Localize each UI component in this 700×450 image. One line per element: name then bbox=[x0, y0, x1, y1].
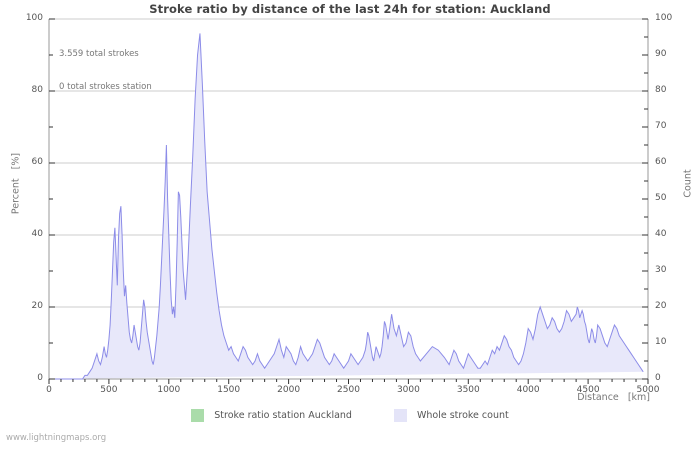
annotation-total-strokes: 3.559 total strokes bbox=[59, 49, 139, 59]
x-tick-label: 5000 bbox=[636, 385, 660, 395]
annotation-station-strokes: 0 total strokes station bbox=[59, 82, 152, 92]
y-tick-label-right: 70 bbox=[655, 121, 667, 131]
chart-title: Stroke ratio by distance of the last 24h… bbox=[149, 2, 551, 16]
legend-item-ratio: Stroke ratio station Auckland bbox=[191, 409, 352, 422]
x-tick-label: 1000 bbox=[157, 385, 181, 395]
y-tick-label-right: 40 bbox=[655, 229, 667, 239]
x-tick-label: 2000 bbox=[277, 385, 301, 395]
legend-item-count: Whole stroke count bbox=[393, 409, 509, 422]
y-tick-label-right: 0 bbox=[655, 373, 661, 383]
x-tick-label: 500 bbox=[100, 385, 118, 395]
y-tick-label-right: 10 bbox=[655, 337, 667, 347]
series-area-whole-stroke-count bbox=[49, 33, 644, 380]
y-tick-label-left: 60 bbox=[31, 157, 43, 167]
x-tick-label: 3000 bbox=[396, 385, 420, 395]
y-tick-label-right: 20 bbox=[655, 301, 667, 311]
y-axis-title-left: Percent [%] bbox=[10, 152, 22, 215]
x-tick-label: 4000 bbox=[516, 385, 540, 395]
legend-label-count: Whole stroke count bbox=[416, 410, 509, 421]
x-tick-label: 0 bbox=[46, 385, 52, 395]
x-tick-label: 3500 bbox=[456, 385, 480, 395]
footer-url: www.lightningmaps.org bbox=[6, 433, 107, 443]
y-tick-label-right: 100 bbox=[655, 13, 673, 23]
y-tick-label-right: 90 bbox=[655, 49, 667, 59]
y-tick-label-left: 100 bbox=[25, 13, 43, 23]
x-axis-title: Distance [km] bbox=[577, 392, 650, 403]
y-tick-label-left: 80 bbox=[31, 85, 43, 95]
chart-legend: Stroke ratio station Auckland Whole stro… bbox=[0, 409, 700, 422]
x-tick-label: 1500 bbox=[217, 385, 241, 395]
y-tick-label-right: 80 bbox=[655, 85, 667, 95]
y-axis-title-right: Count bbox=[682, 169, 694, 198]
legend-swatch-ratio bbox=[191, 409, 205, 422]
y-tick-label-right: 30 bbox=[655, 265, 667, 275]
x-tick-label: 4500 bbox=[576, 385, 600, 395]
x-tick-label: 2500 bbox=[337, 385, 360, 395]
chart-annotation: 3.559 total strokes 0 total strokes stat… bbox=[59, 27, 152, 115]
y-tick-label-right: 60 bbox=[655, 157, 667, 167]
y-tick-label-right: 50 bbox=[655, 193, 667, 203]
series-line-whole-stroke-count bbox=[49, 33, 644, 380]
legend-swatch-count bbox=[393, 409, 407, 422]
y-tick-label-left: 40 bbox=[31, 229, 43, 239]
y-tick-label-left: 0 bbox=[37, 373, 43, 383]
y-tick-label-left: 20 bbox=[31, 301, 43, 311]
legend-label-ratio: Stroke ratio station Auckland bbox=[214, 410, 352, 421]
